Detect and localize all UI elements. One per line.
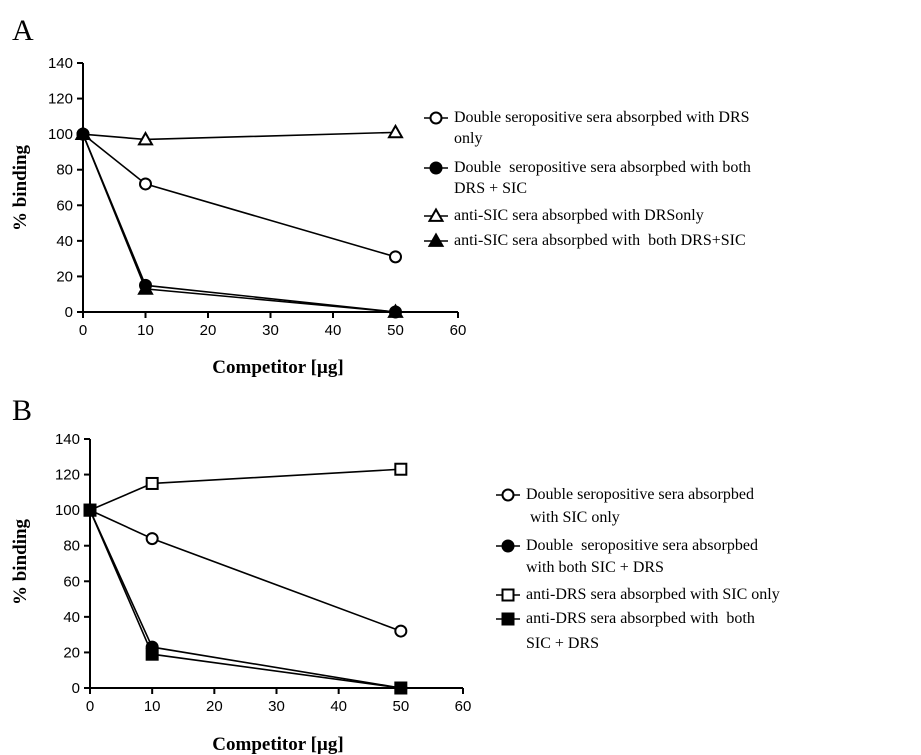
y-tick-label: 100 — [55, 502, 80, 519]
x-tick-label: 50 — [387, 322, 404, 339]
y-tick-label: 80 — [56, 162, 73, 179]
legend: Double seropositive sera absorpbed with … — [496, 486, 780, 652]
legend-label-4: anti-DRS sera absorpbed with both — [526, 610, 755, 627]
y-tick-label: 60 — [63, 573, 80, 590]
legend-label-3: anti-SIC sera absorpbed with DRSonly — [454, 207, 704, 224]
legend-marker-2 — [501, 539, 515, 553]
legend-label-4: anti-SIC sera absorpbed with both DRS+SI… — [454, 232, 746, 249]
x-axis-title: Competitor [µg] — [212, 357, 343, 378]
series-line-3 — [89, 468, 401, 511]
x-tick-label: 40 — [325, 322, 342, 339]
panel-b: B 0 20 40 60 80 100 120 140 0 10 20 30 40 50 60 Competit… — [10, 394, 780, 755]
legend-marker-1 — [429, 111, 443, 125]
data-point-s1-2 — [145, 532, 159, 546]
x-tick-label: 0 — [86, 698, 94, 715]
legend-label-3: anti-DRS sera absorpbed with SIC only — [526, 586, 780, 603]
legend-label-4: SIC + DRS — [526, 635, 599, 652]
y-tick-label: 60 — [56, 197, 73, 214]
x-tick-label: 30 — [262, 322, 279, 339]
data-point-s4-1 — [74, 125, 92, 141]
y-axis-title: % binding — [10, 518, 31, 605]
x-tick-label: 30 — [268, 698, 285, 715]
legend-label-1: with SIC only — [526, 509, 620, 526]
y-tick-label: 40 — [63, 609, 80, 626]
x-axis-title: Competitor [µg] — [212, 734, 343, 755]
legend-label-1: only — [454, 130, 482, 147]
data-point-s1-3 — [394, 624, 408, 638]
data-point-s4-1 — [83, 503, 97, 517]
x-tick-label: 50 — [392, 698, 409, 715]
series-line-2 — [89, 509, 401, 689]
legend-label-2: with both SIC + DRS — [526, 559, 664, 576]
data-point-s4-2 — [145, 647, 159, 661]
data-point-s4-3 — [387, 303, 404, 318]
x-tick-label: 20 — [206, 698, 223, 715]
y-axis-title: % binding — [10, 144, 31, 231]
data-point-s3-3 — [387, 123, 404, 139]
series-line-2 — [82, 133, 396, 313]
y-tick-label: 100 — [48, 126, 73, 143]
y-tick-label: 120 — [48, 91, 73, 108]
y-tick-label: 20 — [56, 268, 73, 285]
series-line-4 — [89, 509, 401, 689]
data-point-s3-2 — [137, 130, 154, 146]
legend-label-2: Double seropositive sera absorpbed — [526, 537, 758, 554]
y-tick-label: 140 — [48, 55, 73, 72]
legend-marker-3 — [501, 588, 515, 602]
legend: Double seropositive sera absorpbed with … — [424, 109, 751, 249]
y-tick-label: 0 — [72, 680, 80, 697]
x-tick-label: 40 — [330, 698, 347, 715]
y-tick-label: 140 — [55, 431, 80, 448]
data-point-s1-3 — [389, 250, 402, 264]
x-tick-label: 10 — [137, 322, 154, 339]
legend-label-2: Double seropositive sera absorpbed with … — [454, 159, 751, 176]
legend-label-1: Double seropositive sera absorpbed with … — [454, 109, 750, 126]
x-tick-label: 60 — [450, 322, 467, 339]
data-point-s4-3 — [394, 681, 408, 695]
data-point-s1-2 — [139, 177, 152, 191]
x-tick-label: 10 — [144, 698, 161, 715]
legend-marker-4 — [501, 612, 515, 626]
legend-label-1: Double seropositive sera absorpbed — [526, 486, 754, 503]
legend-marker-1 — [501, 488, 515, 502]
legend-marker-3 — [427, 207, 445, 222]
legend-label-2: DRS + SIC — [454, 180, 527, 197]
data-point-s3-3 — [394, 462, 408, 476]
x-tick-label: 0 — [79, 322, 87, 339]
x-tick-label: 20 — [200, 322, 217, 339]
panel-a: A 0 20 40 60 80 100 120 140 0 10 20 30 40 50 60 Competit… — [10, 14, 751, 378]
y-tick-label: 0 — [65, 304, 73, 321]
y-tick-label: 40 — [56, 233, 73, 250]
panel-letter: B — [12, 394, 32, 427]
data-point-s4-2 — [137, 280, 154, 295]
series-line-3 — [82, 131, 396, 141]
x-tick-label: 60 — [455, 698, 472, 715]
legend-marker-4 — [427, 232, 445, 247]
y-tick-label: 20 — [63, 644, 80, 661]
panel-letter: A — [12, 14, 34, 47]
data-point-s3-2 — [145, 476, 159, 490]
legend-marker-2 — [429, 161, 443, 175]
series-line-4 — [82, 133, 396, 313]
y-tick-label: 120 — [55, 467, 80, 484]
series-line-1 — [82, 133, 396, 258]
y-tick-label: 80 — [63, 538, 80, 555]
